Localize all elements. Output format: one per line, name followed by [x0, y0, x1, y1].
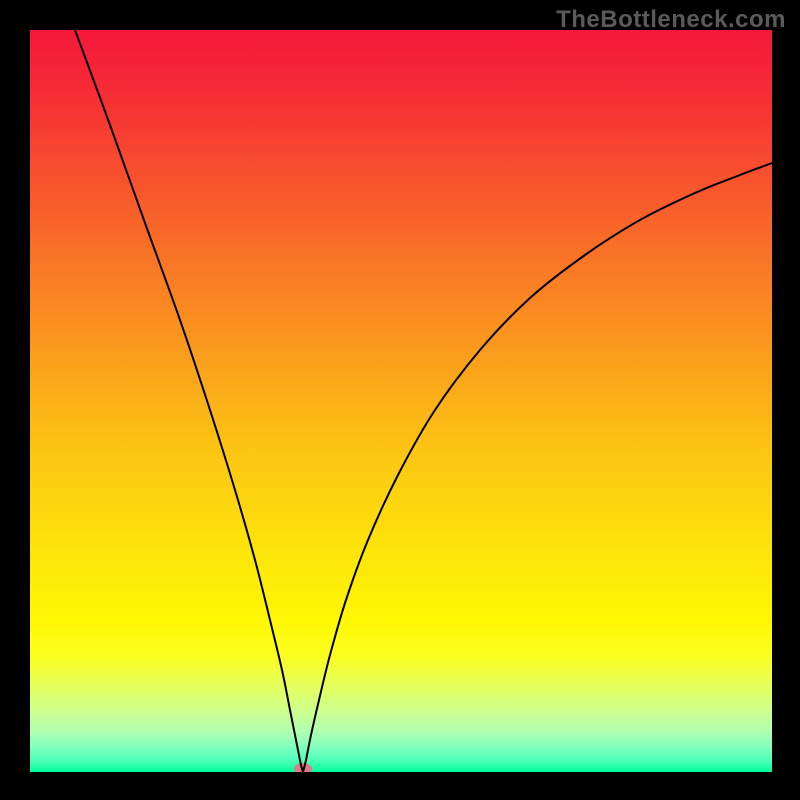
chart-container: TheBottleneck.com [0, 0, 800, 800]
watermark-text: TheBottleneck.com [556, 6, 786, 34]
plot-area [30, 30, 772, 772]
curve-path [75, 30, 772, 772]
bottleneck-curve [30, 30, 772, 772]
